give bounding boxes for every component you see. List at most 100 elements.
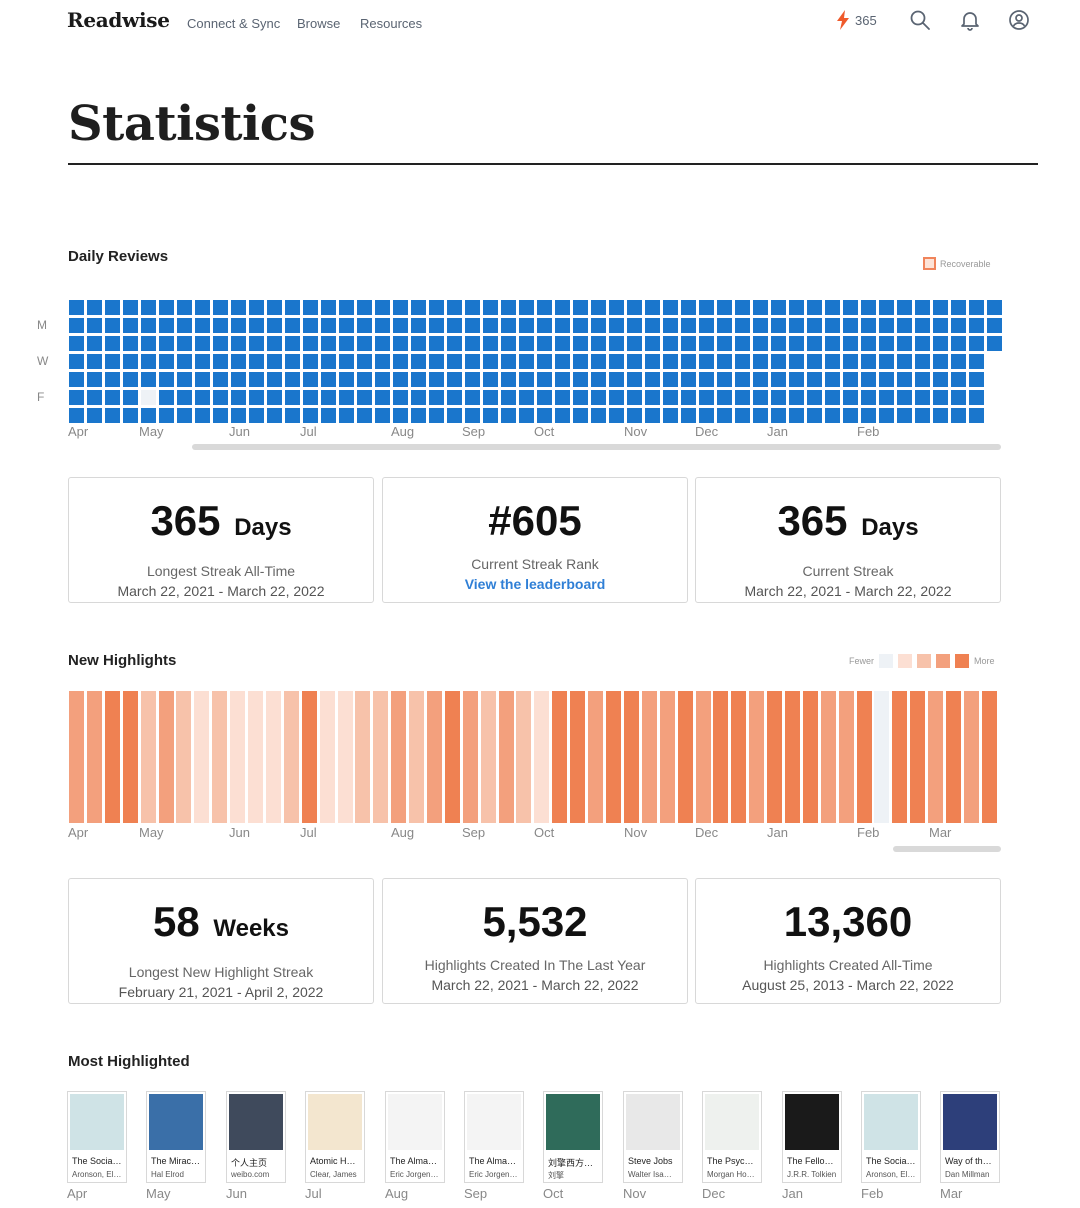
review-day-cell[interactable] <box>753 300 768 315</box>
review-day-cell[interactable] <box>573 336 588 351</box>
review-day-cell[interactable] <box>321 318 336 333</box>
review-day-cell[interactable] <box>159 318 174 333</box>
book-card[interactable]: The Alma… Eric Jorgen… <box>385 1091 445 1183</box>
highlight-week-bar[interactable] <box>767 691 782 823</box>
review-day-cell[interactable] <box>555 408 570 423</box>
review-day-cell[interactable] <box>825 300 840 315</box>
review-day-cell[interactable] <box>573 372 588 387</box>
highlight-week-bar[interactable] <box>391 691 406 823</box>
review-day-cell[interactable] <box>447 354 462 369</box>
review-day-cell[interactable] <box>789 408 804 423</box>
review-day-cell[interactable] <box>807 354 822 369</box>
review-day-cell[interactable] <box>681 390 696 405</box>
highlight-week-bar[interactable] <box>355 691 370 823</box>
review-day-cell[interactable] <box>177 408 192 423</box>
review-day-cell[interactable] <box>123 300 138 315</box>
review-day-cell[interactable] <box>843 390 858 405</box>
review-day-cell[interactable] <box>141 372 156 387</box>
highlight-week-bar[interactable] <box>230 691 245 823</box>
review-day-cell[interactable] <box>195 336 210 351</box>
review-day-cell[interactable] <box>933 390 948 405</box>
review-day-cell[interactable] <box>933 354 948 369</box>
review-day-cell[interactable] <box>123 372 138 387</box>
review-day-cell[interactable] <box>807 390 822 405</box>
review-day-cell[interactable] <box>213 354 228 369</box>
highlight-week-bar[interactable] <box>910 691 925 823</box>
review-day-cell[interactable] <box>105 336 120 351</box>
review-day-cell[interactable] <box>303 372 318 387</box>
review-day-cell[interactable] <box>123 336 138 351</box>
review-day-cell[interactable] <box>231 408 246 423</box>
review-day-cell[interactable] <box>861 372 876 387</box>
highlight-week-bar[interactable] <box>982 691 997 823</box>
review-day-cell[interactable] <box>753 336 768 351</box>
review-day-cell[interactable] <box>231 336 246 351</box>
review-day-cell[interactable] <box>393 408 408 423</box>
review-day-cell[interactable] <box>177 318 192 333</box>
review-day-cell[interactable] <box>465 336 480 351</box>
search-icon[interactable] <box>909 9 931 31</box>
review-day-cell[interactable] <box>699 336 714 351</box>
review-day-cell[interactable] <box>825 372 840 387</box>
highlight-week-bar[interactable] <box>588 691 603 823</box>
review-day-cell[interactable] <box>717 336 732 351</box>
highlight-week-bar[interactable] <box>373 691 388 823</box>
review-day-cell[interactable] <box>897 354 912 369</box>
review-day-cell[interactable] <box>609 300 624 315</box>
book-card[interactable]: The Alma… Eric Jorgen… <box>464 1091 524 1183</box>
highlight-week-bar[interactable] <box>123 691 138 823</box>
review-day-cell[interactable] <box>123 354 138 369</box>
review-day-cell[interactable] <box>303 408 318 423</box>
highlight-week-bar[interactable] <box>946 691 961 823</box>
review-day-cell[interactable] <box>411 390 426 405</box>
review-day-cell[interactable] <box>681 372 696 387</box>
review-day-cell[interactable] <box>357 318 372 333</box>
review-day-cell[interactable] <box>249 354 264 369</box>
review-day-cell[interactable] <box>807 336 822 351</box>
review-day-cell[interactable] <box>159 390 174 405</box>
review-day-cell[interactable] <box>987 300 1002 315</box>
review-day-cell[interactable] <box>969 390 984 405</box>
review-day-cell[interactable] <box>357 408 372 423</box>
review-day-cell[interactable] <box>285 408 300 423</box>
highlight-week-bar[interactable] <box>964 691 979 823</box>
review-day-cell[interactable] <box>69 390 84 405</box>
review-day-cell[interactable] <box>771 390 786 405</box>
review-day-cell[interactable] <box>141 354 156 369</box>
review-day-cell[interactable] <box>753 354 768 369</box>
review-day-cell[interactable] <box>483 408 498 423</box>
review-day-cell[interactable] <box>231 390 246 405</box>
review-day-cell[interactable] <box>609 336 624 351</box>
review-day-cell[interactable] <box>807 300 822 315</box>
review-day-cell[interactable] <box>645 300 660 315</box>
nav-link-resources[interactable]: Resources <box>360 16 423 31</box>
review-day-cell[interactable] <box>681 408 696 423</box>
review-day-cell[interactable] <box>843 408 858 423</box>
review-day-cell[interactable] <box>177 354 192 369</box>
review-day-cell[interactable] <box>897 336 912 351</box>
review-day-cell[interactable] <box>879 300 894 315</box>
review-day-cell[interactable] <box>465 300 480 315</box>
review-day-cell[interactable] <box>483 318 498 333</box>
book-card[interactable]: 个人主页 weibo.com <box>226 1091 286 1183</box>
review-day-cell[interactable] <box>69 300 84 315</box>
review-day-cell[interactable] <box>861 336 876 351</box>
review-day-cell[interactable] <box>465 354 480 369</box>
highlight-week-bar[interactable] <box>713 691 728 823</box>
highlight-week-bar[interactable] <box>445 691 460 823</box>
review-day-cell[interactable] <box>465 390 480 405</box>
review-day-cell[interactable] <box>537 390 552 405</box>
review-day-cell[interactable] <box>249 390 264 405</box>
highlight-week-bar[interactable] <box>427 691 442 823</box>
review-day-cell[interactable] <box>393 372 408 387</box>
review-day-cell[interactable] <box>933 408 948 423</box>
review-day-cell[interactable] <box>663 300 678 315</box>
review-day-cell[interactable] <box>951 372 966 387</box>
highlight-week-bar[interactable] <box>606 691 621 823</box>
review-day-cell[interactable] <box>987 318 1002 333</box>
review-day-cell[interactable] <box>393 300 408 315</box>
review-day-cell[interactable] <box>735 318 750 333</box>
review-day-cell[interactable] <box>591 300 606 315</box>
review-day-cell[interactable] <box>519 336 534 351</box>
review-day-cell[interactable] <box>213 318 228 333</box>
